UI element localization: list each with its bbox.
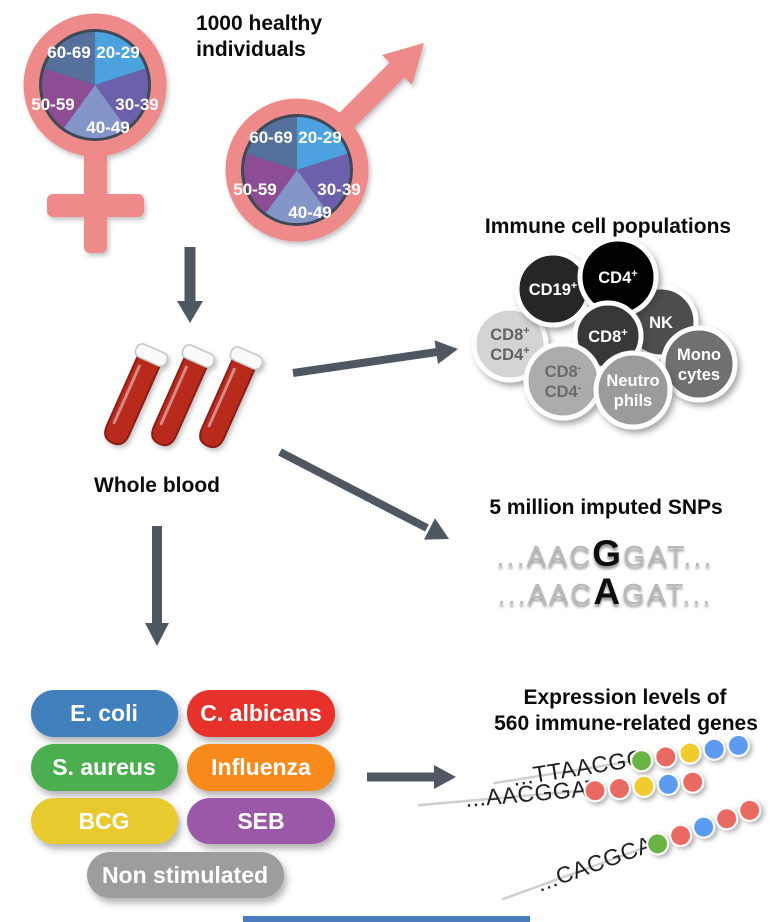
male-symbol	[233, 43, 424, 233]
expression-dot	[702, 737, 726, 761]
pill-bcg: BCG	[31, 798, 178, 844]
expression-title-line2: 560 immune-related genes	[494, 712, 758, 735]
strand-line	[501, 844, 652, 901]
strand-dots	[630, 733, 750, 773]
arrow-blood-to-snps	[278, 448, 429, 532]
female-symbol-crossbar	[47, 194, 144, 217]
male-age-pie	[233, 107, 360, 233]
cell-label-line1: CD8-	[545, 362, 582, 381]
blood-tubes	[95, 340, 266, 454]
strand-dots	[646, 798, 762, 856]
arrow-individuals-to-blood-head	[177, 301, 203, 323]
cropped-bottom-bar	[243, 916, 530, 922]
expression-dot	[656, 772, 680, 796]
cell-cd8neg-cd4neg: CD8- CD4-	[523, 341, 603, 421]
expression-dot	[646, 832, 670, 856]
arrow-blood-to-stimulations-head	[145, 623, 169, 646]
cell-label-line1: CD4+	[598, 268, 637, 287]
arrow-blood-to-cells-head	[434, 340, 458, 364]
snps-title: 5 million imputed SNPs	[489, 496, 722, 519]
cell-circle	[593, 350, 673, 430]
expression-dot	[654, 745, 678, 769]
snp-sequence-1: ...AACGGAT...	[496, 533, 713, 574]
expression-dot	[738, 798, 762, 822]
expression-dot	[607, 777, 631, 801]
pill-shape	[187, 798, 335, 844]
strand-line	[493, 759, 634, 785]
male-symbol-arrow-shaft	[332, 61, 406, 135]
cell-circle	[523, 341, 603, 421]
cell-label-line2: CD4+	[490, 345, 529, 364]
pill-seb: SEB	[187, 798, 335, 844]
expression-dot	[669, 823, 693, 847]
header-title-line1: 1000 healthy	[196, 12, 322, 35]
immune-populations-title: Immune cell populations	[485, 215, 731, 238]
pill-label: S. aureus	[52, 754, 156, 780]
whole-blood-label: Whole blood	[94, 474, 220, 497]
pill-saureus: S. aureus	[31, 744, 178, 791]
arrow-blood-to-cells	[292, 348, 438, 377]
pill-shape	[87, 852, 284, 898]
cell-cd19pos: CD19+	[514, 250, 592, 328]
cell-neutrophils: Neutro phils	[593, 350, 673, 430]
header-title-line2: individuals	[196, 38, 306, 61]
expression-dot	[692, 815, 716, 839]
pill-label: Influenza	[211, 754, 311, 780]
expression-title-line1: Expression levels of	[523, 686, 727, 709]
male-symbol-arrow-head	[382, 43, 424, 85]
arrow-stimulations-to-expression-head	[434, 765, 456, 789]
arrow-blood-to-snps-head	[424, 518, 449, 540]
pill-shape	[31, 744, 178, 791]
cell-label-line1: Mono	[677, 346, 721, 364]
pill-shape	[187, 690, 335, 737]
cell-label-line2: phils	[614, 392, 653, 410]
expression-dot	[681, 770, 705, 794]
expression-dot	[678, 741, 702, 765]
expression-dot	[715, 807, 739, 831]
cell-label-line1: Neutro	[606, 372, 659, 390]
pill-label: E. coli	[70, 700, 138, 726]
expression-dot	[630, 749, 654, 773]
strand-line	[417, 789, 588, 807]
cell-label-line1: CD19+	[529, 280, 578, 299]
pill-influenza: Influenza	[187, 744, 335, 791]
female-age-pie	[31, 22, 158, 148]
pill-label: Non stimulated	[102, 862, 268, 888]
strand-sequence: ...AACGGAT	[464, 774, 601, 812]
expression-dot	[583, 779, 607, 803]
expression-dot	[726, 733, 750, 757]
pill-label: SEB	[237, 808, 284, 834]
expression-strand-3: ...CACGCAA	[501, 798, 762, 901]
pill-shape	[187, 744, 335, 791]
cell-circle	[660, 325, 738, 403]
cell-cd8pos-cd4pos: CD8+ CD4+	[471, 305, 549, 383]
snp-sequence-2: ...AACAGAT...	[498, 571, 713, 612]
cell-monocytes: Mono cytes	[660, 325, 738, 403]
cell-label-line1: CD8+	[490, 325, 529, 344]
expression-dot	[632, 774, 656, 798]
pill-shape	[31, 798, 178, 844]
cell-label-line2: cytes	[678, 366, 720, 384]
pill-label: BCG	[78, 808, 129, 834]
pill-nonstimulated: Non stimulated	[87, 852, 284, 898]
strand-dots	[583, 770, 705, 803]
stimulation-panel: E. coli C. albicans S. aureus Influenza …	[31, 690, 335, 898]
cell-label-line2: CD4-	[545, 382, 582, 401]
immune-cell-cluster: CD8+ CD4+ CD19+ NK CD4+ CD8+ Mono cytes …	[471, 236, 738, 430]
cell-circle	[471, 305, 549, 383]
cell-label-line1: NK	[649, 314, 673, 332]
pill-shape	[31, 690, 178, 737]
cell-cd8pos: CD8+	[572, 300, 644, 372]
flow-arrows	[145, 247, 458, 789]
pill-label: C. albicans	[200, 700, 321, 726]
pill-ecoli: E. coli	[31, 690, 178, 737]
pill-calbicans: C. albicans	[187, 690, 335, 737]
cell-label-line1: CD8+	[588, 327, 627, 346]
female-symbol	[31, 22, 158, 253]
